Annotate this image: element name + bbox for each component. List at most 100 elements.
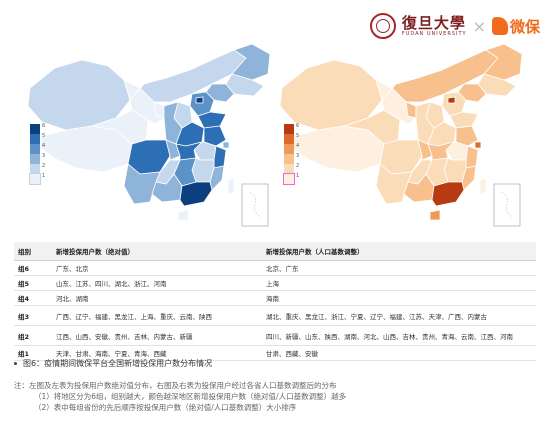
legend-adjusted-label: 1 bbox=[296, 173, 300, 179]
logo-separator: × bbox=[472, 16, 486, 36]
legend-adjusted-swatch: 4 bbox=[284, 143, 299, 154]
legend-absolute-label: 5 bbox=[42, 133, 46, 139]
south-sea-inset bbox=[241, 183, 269, 227]
row-absolute: 广东、北京 bbox=[52, 260, 262, 276]
weibao-brand: 微保 bbox=[509, 17, 540, 36]
university-en-name: FUDAN UNIVERSITY bbox=[401, 30, 467, 37]
legend-adjusted-swatch: 6 bbox=[284, 123, 299, 134]
table-header-row: 组别 新增投保用户数（绝对值） 新增投保用户数（人口基数调整） bbox=[14, 242, 536, 261]
caption-text: 图6：疫情期间微保平台全国新增投保用户数分布情况 bbox=[23, 359, 213, 368]
table-row: 组6 广东、北京 北京、广东 bbox=[14, 260, 536, 276]
region-hainan bbox=[429, 209, 441, 221]
region-beijing bbox=[195, 96, 204, 104]
row-group: 组1 bbox=[14, 345, 52, 361]
map-adjusted bbox=[272, 40, 532, 235]
region-shandong bbox=[449, 111, 479, 129]
legend-adjusted-label: 2 bbox=[296, 163, 300, 169]
region-heilongjiang bbox=[483, 43, 523, 81]
map-absolute bbox=[20, 40, 280, 235]
region-taiwan bbox=[479, 177, 487, 195]
legend-adjusted-swatch: 5 bbox=[284, 133, 299, 144]
region-zhejiang bbox=[213, 145, 227, 169]
row-group: 组2 bbox=[14, 325, 52, 346]
region-qinghai bbox=[343, 109, 401, 145]
legend-adjusted-label: 3 bbox=[296, 153, 300, 159]
weibao-mark-icon bbox=[491, 17, 508, 35]
legend-adjusted-label: 4 bbox=[296, 143, 300, 149]
region-hainan bbox=[177, 209, 189, 221]
row-absolute: 河北、湖南 bbox=[52, 290, 262, 306]
table-row: 组2 江西、山西、安徽、贵州、吉林、内蒙古、新疆 四川、新疆、山东、陕西、湖南、… bbox=[14, 325, 536, 346]
legend-absolute: 6 5 4 3 2 1 bbox=[29, 123, 45, 185]
legend-adjusted-swatch: 3 bbox=[284, 153, 299, 164]
legend-absolute-swatch: 2 bbox=[30, 163, 45, 174]
legend-adjusted: 6 5 4 3 2 1 bbox=[283, 123, 299, 185]
note-item-1: （1）将地区分为6组，组别越大，颜色越深地区新增投保用户数（绝对值/人口基数调整… bbox=[34, 392, 347, 401]
region-heilongjiang bbox=[231, 43, 271, 81]
region-qinghai bbox=[91, 109, 149, 145]
region-zhejiang bbox=[465, 145, 479, 169]
row-absolute: 天津、甘肃、海南、宁夏、青海、西藏 bbox=[52, 345, 262, 361]
row-group: 组6 bbox=[14, 260, 52, 276]
note-intro: 注：左图及左表为投保用户数绝对值分布，右图及右表为投保用户经过各省人口基数调整后… bbox=[14, 381, 337, 390]
group-table: 组别 新增投保用户数（绝对值） 新增投保用户数（人口基数调整） 组6 广东、北京… bbox=[14, 242, 536, 361]
table-row: 组5 山东、江苏、四川、湖北、浙江、河南 上海 bbox=[14, 275, 536, 291]
region-chongqing bbox=[417, 139, 433, 161]
figure-notes: 注：左图及左表为投保用户数绝对值分布，右图及右表为投保用户经过各省人口基数调整后… bbox=[14, 380, 346, 413]
note-item-2: （2）表中每组省份的先后顺序按投保用户数（绝对值/人口基数调整）大小排序 bbox=[34, 403, 297, 412]
region-xizang bbox=[291, 125, 385, 173]
map-absolute-provinces bbox=[27, 43, 271, 221]
header-adjusted: 新增投保用户数（人口基数调整） bbox=[262, 242, 536, 261]
legend-adjusted-label: 5 bbox=[296, 133, 300, 139]
region-shandong bbox=[197, 111, 227, 129]
region-hubei bbox=[427, 141, 456, 161]
south-sea-dashes bbox=[249, 191, 261, 219]
row-adjusted: 海南 bbox=[262, 290, 536, 306]
row-absolute: 江西、山西、安徽、贵州、吉林、内蒙古、新疆 bbox=[52, 325, 262, 346]
legend-absolute-label: 2 bbox=[42, 163, 46, 169]
legend-adjusted-swatch: 2 bbox=[284, 163, 299, 174]
table-row: 组3 广西、辽宁、福建、黑龙江、上海、重庆、云南、陕西 湖北、重庆、黑龙江、浙江… bbox=[14, 305, 536, 326]
header-logos: 復旦大學 FUDAN UNIVERSITY × 微保 bbox=[369, 8, 540, 44]
row-adjusted: 北京、广东 bbox=[262, 260, 536, 276]
row-absolute: 广西、辽宁、福建、黑龙江、上海、重庆、云南、陕西 bbox=[52, 305, 262, 326]
region-guangdong bbox=[179, 181, 213, 207]
legend-absolute-swatch: 1 bbox=[29, 173, 45, 185]
region-xinjiang bbox=[27, 59, 131, 131]
region-shanghai bbox=[222, 141, 230, 149]
legend-absolute-label: 1 bbox=[42, 173, 46, 179]
fudan-logo: 復旦大學 FUDAN UNIVERSITY bbox=[402, 15, 467, 38]
table-row: 组1 天津、甘肃、海南、宁夏、青海、西藏 甘肃、西藏、安徽 bbox=[14, 345, 536, 361]
map-absolute-svg bbox=[27, 43, 271, 227]
region-jiangsu bbox=[203, 125, 227, 147]
fudan-seal-icon bbox=[369, 13, 396, 39]
table-row: 组4 河北、湖南 海南 bbox=[14, 290, 536, 306]
region-beijing bbox=[447, 96, 456, 104]
row-adjusted: 甘肃、西藏、安徽 bbox=[262, 345, 536, 361]
map-adjusted-svg bbox=[279, 43, 523, 227]
row-group: 组3 bbox=[14, 305, 52, 326]
row-adjusted: 四川、新疆、山东、陕西、湖南、河北、山西、吉林、贵州、青海、云南、江西、河南 bbox=[262, 325, 536, 346]
region-shanghai bbox=[474, 141, 482, 149]
region-guangdong bbox=[431, 181, 465, 207]
university-name: 復旦大學 bbox=[401, 13, 466, 32]
row-group: 组4 bbox=[14, 290, 52, 306]
legend-absolute-swatch: 4 bbox=[30, 143, 45, 154]
south-sea-dashes bbox=[501, 191, 513, 219]
legend-absolute-label: 4 bbox=[42, 143, 46, 149]
region-chongqing bbox=[165, 139, 181, 161]
south-sea-inset bbox=[493, 183, 521, 227]
map-adjusted-provinces bbox=[279, 43, 523, 221]
legend-adjusted-swatch: 1 bbox=[283, 173, 299, 185]
row-adjusted: 湖北、重庆、黑龙江、浙江、宁夏、辽宁、福建、江苏、天津、广西、内蒙古 bbox=[262, 305, 536, 326]
bullet-icon bbox=[14, 362, 17, 365]
weibao-logo: 微保 bbox=[491, 16, 540, 37]
region-xizang bbox=[39, 125, 133, 173]
legend-absolute-label: 3 bbox=[42, 153, 46, 159]
region-xinjiang bbox=[279, 59, 383, 131]
row-adjusted: 上海 bbox=[262, 275, 536, 291]
row-absolute: 山东、江苏、四川、湖北、浙江、河南 bbox=[52, 275, 262, 291]
legend-absolute-swatch: 5 bbox=[30, 133, 45, 144]
figure-caption: 图6：疫情期间微保平台全国新增投保用户数分布情况 bbox=[14, 358, 212, 369]
header-group: 组别 bbox=[14, 242, 52, 261]
